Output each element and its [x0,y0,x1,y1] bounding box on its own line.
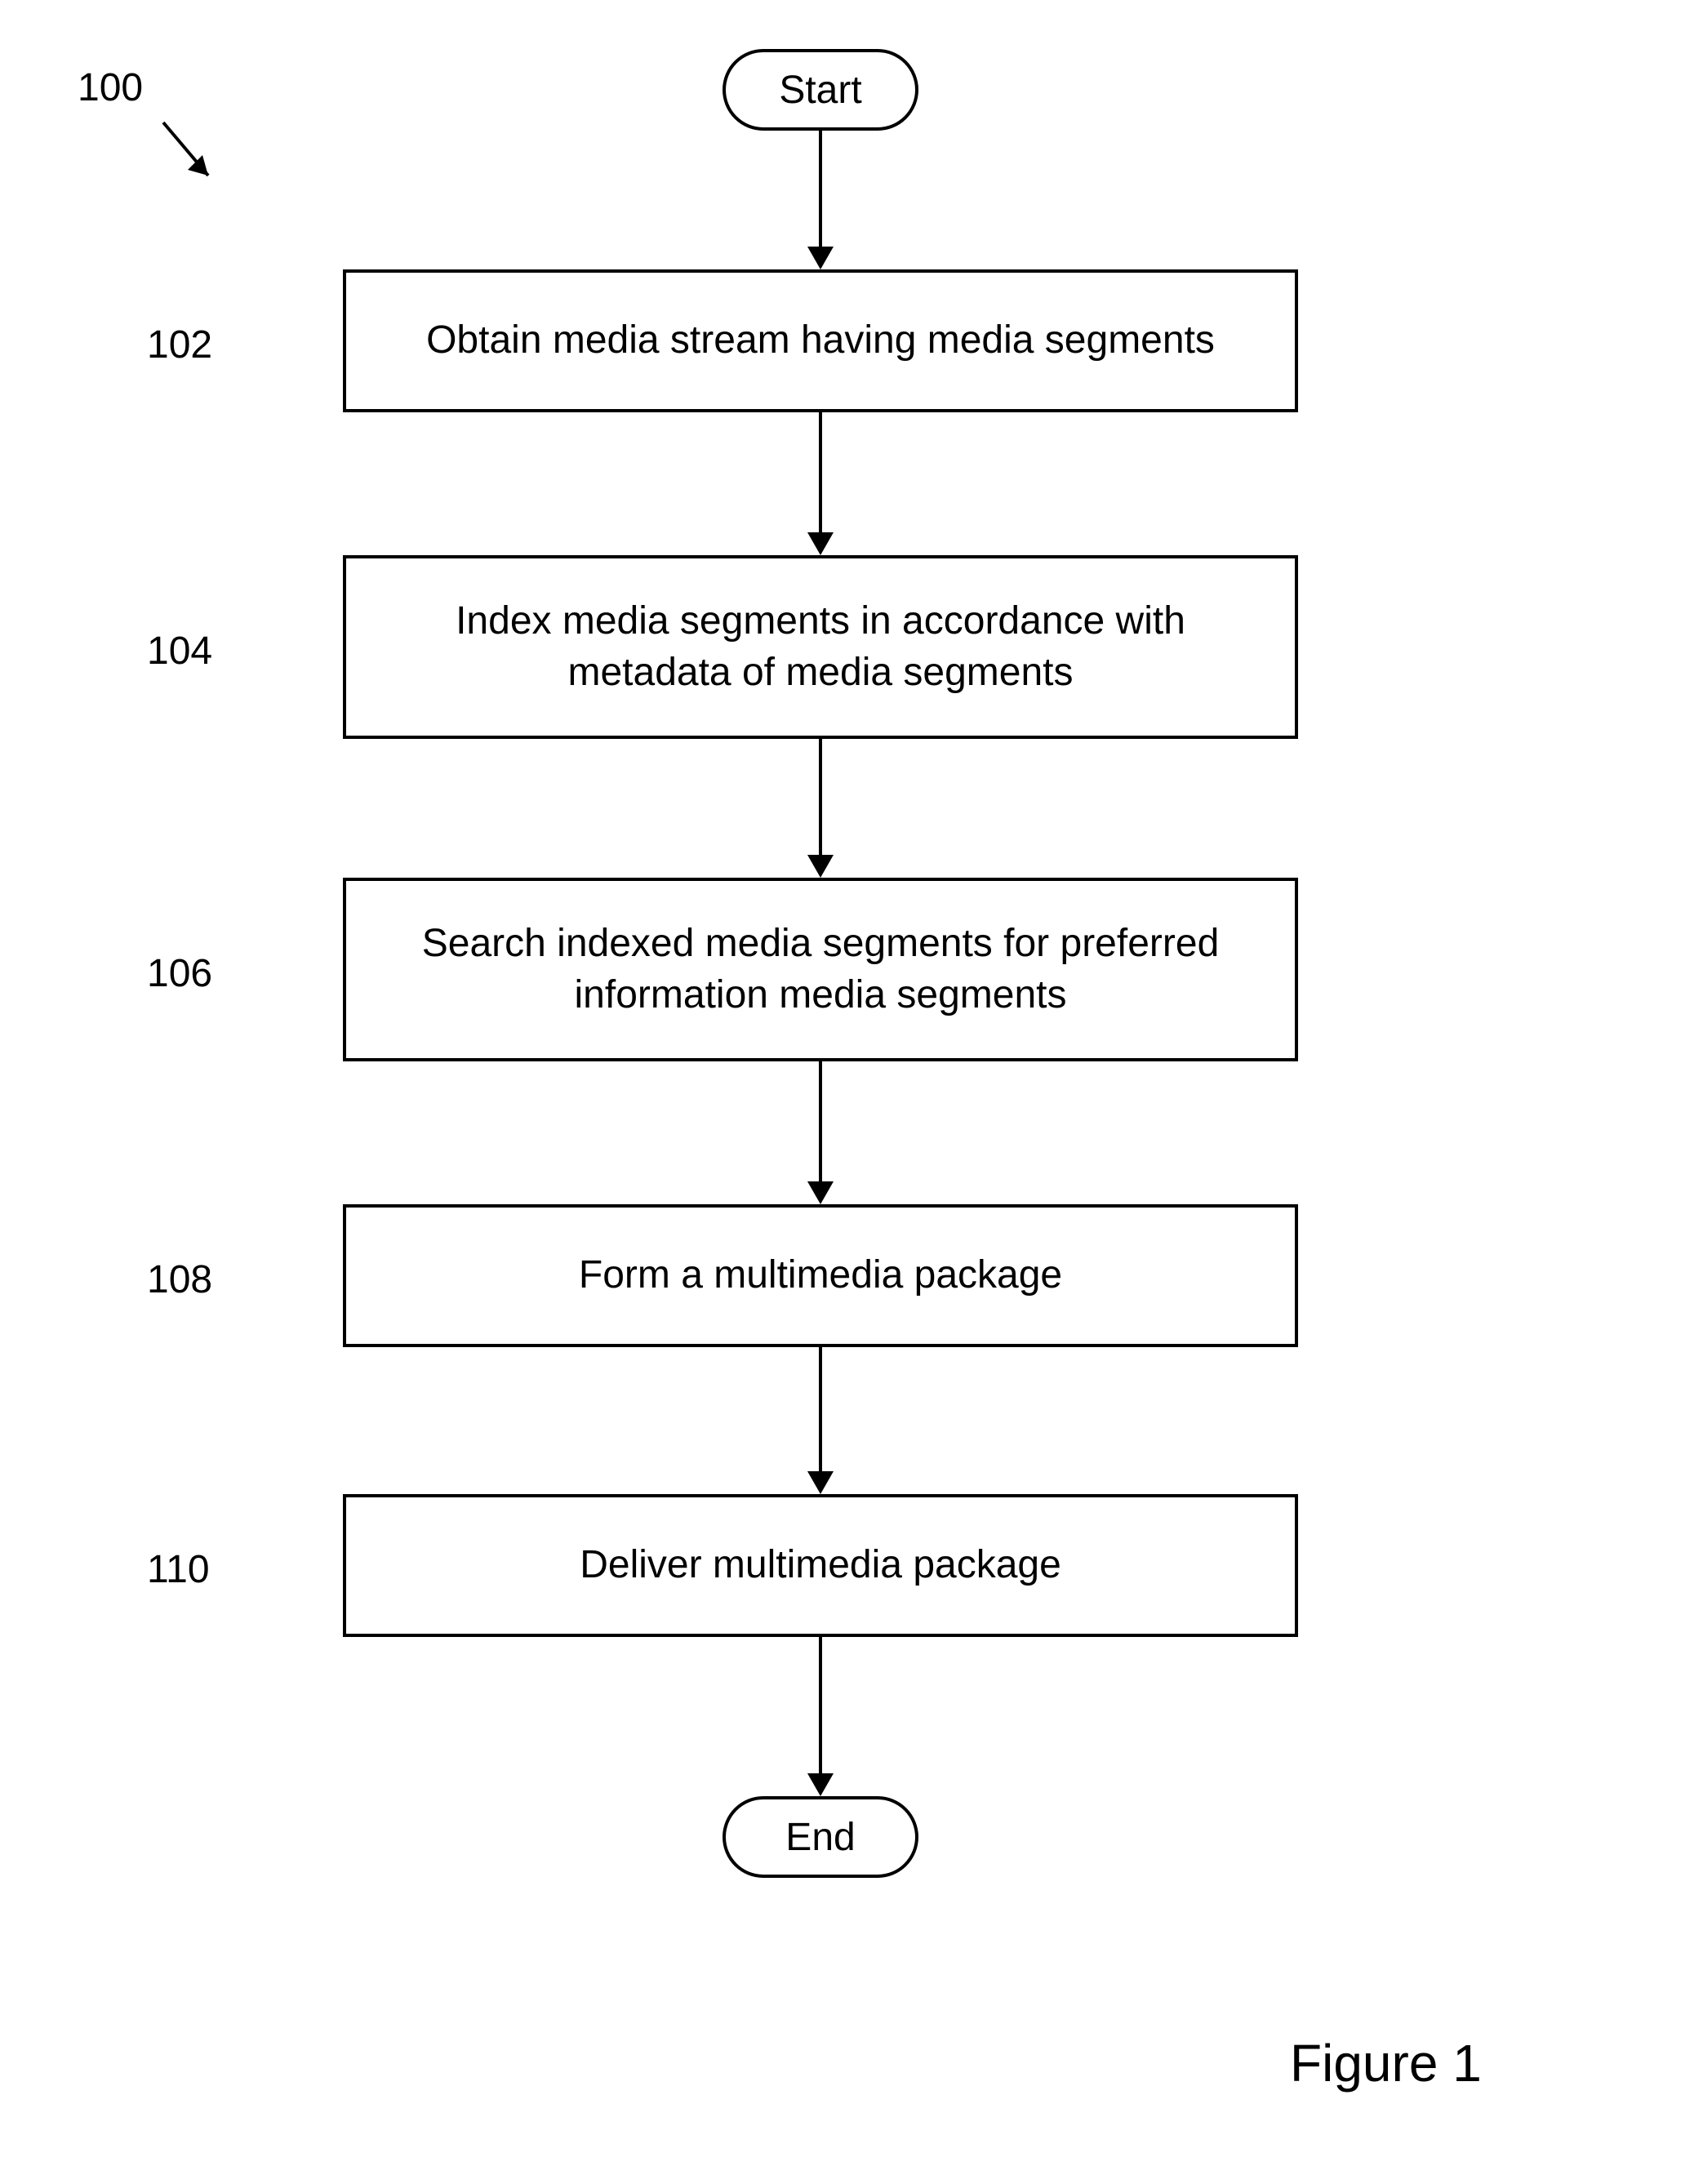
ref-arrow-icon [147,114,245,212]
process-110-label: Deliver multimedia package [580,1540,1061,1590]
process-102-label: Obtain media stream having media segment… [426,315,1215,366]
edge-line [819,1061,822,1181]
process-106-label: Search indexed media segments for prefer… [379,919,1262,1021]
start-label: Start [779,68,861,113]
end-node: End [723,1796,918,1878]
figure-label: Figure 1 [1290,2033,1482,2093]
edge-line [819,1637,822,1773]
end-label: End [785,1815,855,1860]
process-102: Obtain media stream having media segment… [343,269,1298,412]
process-104: Index media segments in accordance with … [343,555,1298,739]
process-110: Deliver multimedia package [343,1494,1298,1637]
arrow-head-icon [807,855,834,878]
arrow-head-icon [807,1181,834,1204]
edge-line [819,1347,822,1471]
process-104-label: Index media segments in accordance with … [379,596,1262,698]
process-108: Form a multimedia package [343,1204,1298,1347]
ref-106: 106 [147,951,212,996]
edge-line [819,131,822,247]
arrow-head-icon [807,532,834,555]
flowchart-container: 100 Start 102 Obtain media stream having… [0,0,1703,2184]
arrow-head-icon [807,1471,834,1494]
start-node: Start [723,49,918,131]
arrow-head-icon [807,1773,834,1796]
diagram-ref-100: 100 [78,65,143,110]
ref-110: 110 [147,1547,210,1592]
edge-line [819,739,822,855]
ref-102: 102 [147,322,212,367]
edge-line [819,412,822,532]
arrow-head-icon [807,247,834,269]
process-106: Search indexed media segments for prefer… [343,878,1298,1061]
ref-108: 108 [147,1257,212,1302]
ref-104: 104 [147,629,212,674]
process-108-label: Form a multimedia package [579,1250,1062,1301]
